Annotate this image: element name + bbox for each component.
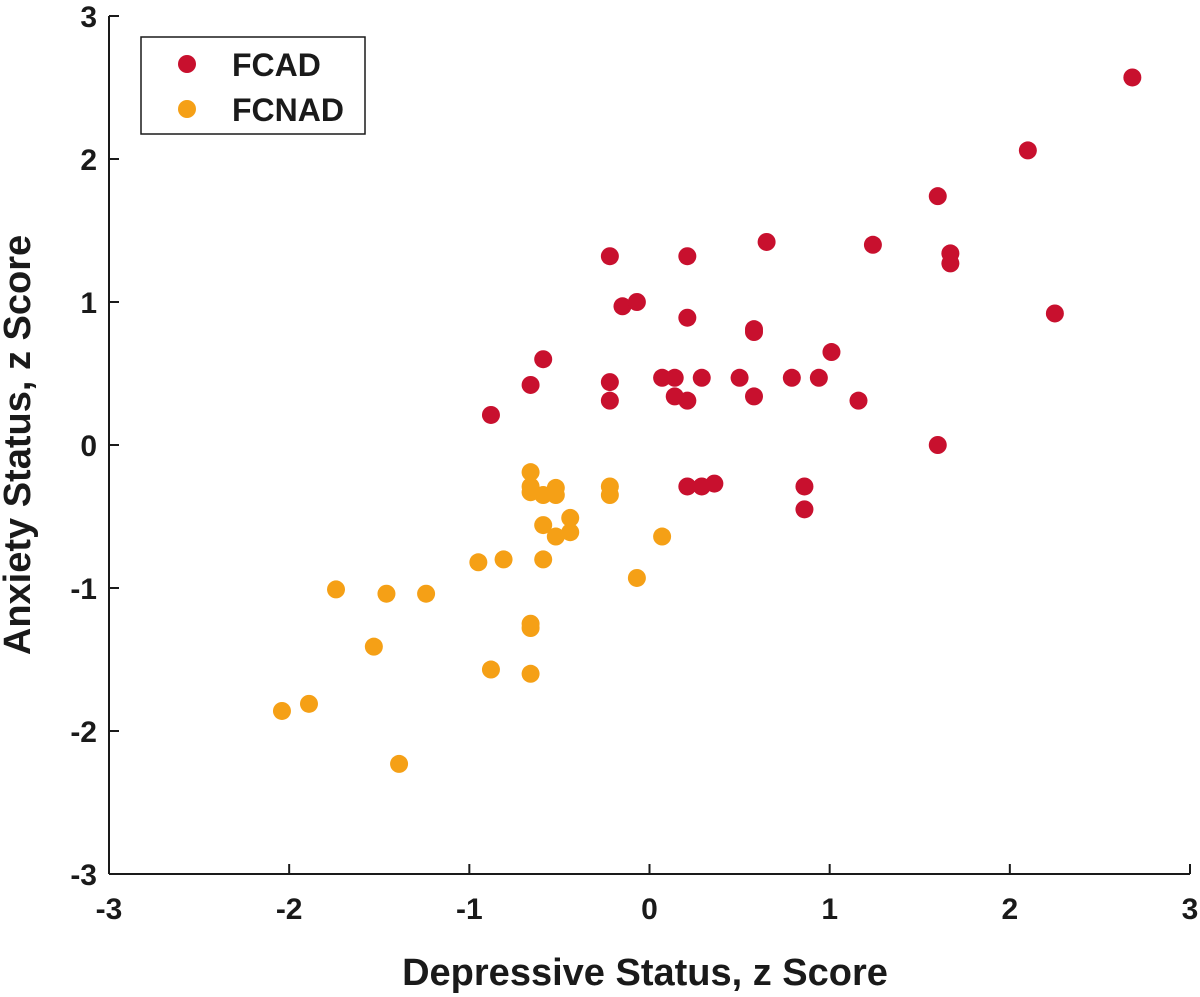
- y-tick-label: -1: [70, 573, 97, 606]
- x-tick-label: 3: [1182, 893, 1199, 926]
- data-point-fcnad: [494, 550, 513, 569]
- data-point-fcnad: [364, 637, 383, 656]
- data-point-fcad: [782, 368, 801, 387]
- data-point-fcad: [730, 368, 749, 387]
- x-axis-title: Depressive Status, z Score: [402, 952, 888, 994]
- legend-label-fcad: FCAD: [232, 47, 321, 83]
- data-points: [272, 68, 1142, 773]
- data-point-fcad: [600, 247, 619, 266]
- data-point-fcad: [941, 254, 960, 273]
- data-point-fcad: [534, 350, 553, 369]
- data-point-fcad: [744, 323, 763, 342]
- data-point-fcad: [692, 368, 711, 387]
- data-point-fcad: [678, 477, 697, 496]
- data-point-fcad: [744, 387, 763, 406]
- data-point-fcad: [1123, 68, 1142, 87]
- data-point-fcnad: [521, 664, 540, 683]
- x-tick-label: 1: [821, 893, 838, 926]
- y-tick-label: 2: [80, 144, 97, 177]
- y-tick-label: 0: [80, 430, 97, 463]
- data-point-fcnad: [534, 550, 553, 569]
- data-point-fcnad: [481, 660, 500, 679]
- data-point-fcad: [849, 391, 868, 410]
- y-tick-label: -3: [70, 859, 97, 892]
- x-tick-label: -1: [456, 893, 483, 926]
- data-point-fcad: [600, 373, 619, 392]
- axis-ticks: -3 -2 -1 0 1 2 3 -3 -2 -1 0 1 2 3: [70, 1, 1198, 926]
- data-point-fcnad: [469, 553, 488, 572]
- series-fcad: [481, 68, 1142, 519]
- legend-marker-fcad: [178, 55, 196, 73]
- data-point-fcad: [678, 308, 697, 327]
- data-point-fcnad: [417, 584, 436, 603]
- data-point-fcnad: [521, 463, 540, 482]
- y-tick-label: -2: [70, 716, 97, 749]
- data-point-fcad: [600, 391, 619, 410]
- data-point-fcad: [863, 235, 882, 254]
- data-point-fcnad: [390, 754, 409, 773]
- y-tick-label: 3: [80, 1, 97, 34]
- data-point-fcnad: [546, 527, 565, 546]
- data-point-fcad: [795, 500, 814, 519]
- x-tick-label: 0: [641, 893, 658, 926]
- data-point-fcad: [678, 391, 697, 410]
- data-point-fcad: [521, 375, 540, 394]
- data-point-fcad: [665, 368, 684, 387]
- data-point-fcad: [705, 474, 724, 493]
- series-fcnad: [272, 463, 672, 773]
- legend-marker-fcnad: [178, 100, 196, 118]
- y-axis-title: Anxiety Status, z Score: [0, 235, 39, 655]
- y-tick-label: 1: [80, 287, 97, 320]
- data-point-fcad: [678, 247, 697, 266]
- data-point-fcad: [928, 436, 947, 454]
- data-point-fcnad: [272, 701, 291, 720]
- x-tick-label: -2: [276, 893, 303, 926]
- x-tick-label: -3: [96, 893, 123, 926]
- data-point-fcad: [481, 405, 500, 424]
- x-tick-label: 2: [1001, 893, 1018, 926]
- data-point-fcnad: [521, 619, 540, 638]
- data-point-fcad: [795, 477, 814, 496]
- data-point-fcnad: [561, 508, 580, 527]
- data-point-fcnad: [377, 584, 396, 603]
- data-point-fcnad: [561, 523, 580, 542]
- legend-label-fcnad: FCNAD: [232, 92, 344, 128]
- data-point-fcnad: [534, 516, 553, 535]
- data-point-fcad: [928, 187, 947, 206]
- data-point-fcnad: [600, 486, 619, 505]
- data-point-fcad: [809, 368, 828, 387]
- data-point-fcnad: [653, 527, 672, 546]
- data-point-fcnad: [299, 694, 318, 713]
- data-point-fcad: [653, 368, 672, 387]
- data-point-fcad: [613, 297, 632, 316]
- data-point-fcad: [1018, 141, 1037, 160]
- data-point-fcnad: [627, 568, 646, 587]
- data-point-fcad: [757, 232, 776, 251]
- legend-box: [140, 36, 366, 135]
- data-point-fcad: [822, 343, 841, 362]
- data-point-fcnad: [546, 486, 565, 505]
- legend: FCAD FCNAD: [140, 36, 366, 135]
- data-point-fcnad: [327, 580, 346, 599]
- data-point-fcad: [1045, 304, 1064, 323]
- data-point-fcad: [627, 293, 646, 311]
